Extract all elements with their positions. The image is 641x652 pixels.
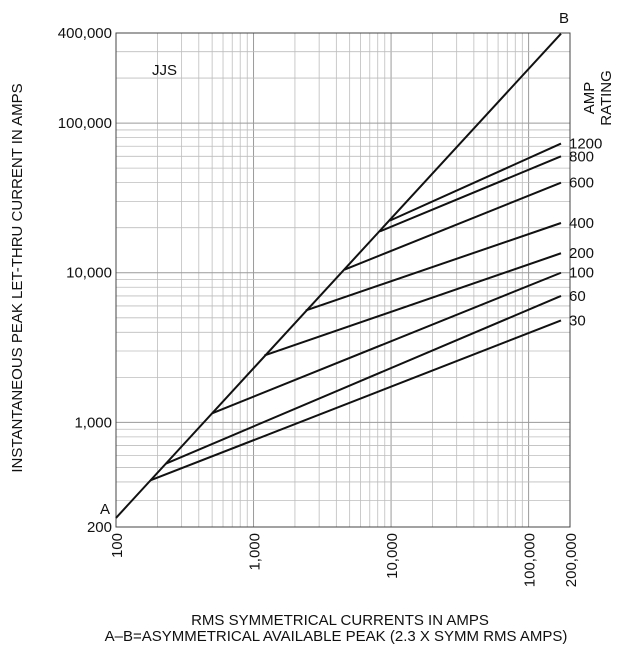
rating-header-rating: RATING <box>598 70 615 126</box>
series-line-200 <box>264 252 562 357</box>
series-line-100 <box>211 271 562 415</box>
grid <box>115 32 571 528</box>
y-tick-label: 100,000 <box>58 115 112 132</box>
x-axis-title: RMS SYMMETRICAL CURRENTS IN AMPS <box>191 612 489 629</box>
series-line-60 <box>165 295 562 465</box>
series-lines <box>115 32 562 519</box>
rating-label-30: 30 <box>569 312 586 329</box>
x-tick-label: 200,000 <box>563 533 580 587</box>
y-tick-label: 1,000 <box>74 414 112 431</box>
y-axis-title: INSTANTANEOUS PEAK LET-THRU CURRENT IN A… <box>9 83 26 472</box>
x-axis-subtitle: A–B=ASYMMETRICAL AVAILABLE PEAK (2.3 X S… <box>105 628 568 645</box>
rating-header-amp: AMP <box>581 82 598 115</box>
rating-label-600: 600 <box>569 175 594 192</box>
x-tick-label: 10,000 <box>384 533 401 579</box>
point-a-label: A <box>100 501 110 518</box>
rating-label-1200: 1200 <box>569 136 602 153</box>
series-line-800 <box>379 155 562 233</box>
rating-label-800: 800 <box>569 148 594 165</box>
y-tick-label: 400,000 <box>58 25 112 42</box>
series-line-1200 <box>389 142 562 222</box>
series-line-30 <box>150 319 562 482</box>
rating-label-400: 400 <box>569 215 594 232</box>
series-line-600 <box>344 181 562 271</box>
rating-label-60: 60 <box>569 288 586 305</box>
rating-label-200: 200 <box>569 245 594 262</box>
y-tick-label: 10,000 <box>66 265 112 282</box>
x-tick-label: 1,000 <box>247 533 264 571</box>
watermark-label: JJS <box>152 62 177 79</box>
y-tick-labels: 200 1,000 10,000 100,000 400,000 <box>58 25 112 536</box>
x-tick-labels: 100 1,000 10,000 100,000 200,000 <box>109 533 580 587</box>
y-tick-label: 200 <box>87 519 112 536</box>
plot-frame <box>115 32 571 528</box>
x-tick-label: 100,000 <box>522 533 539 587</box>
rating-label-100: 100 <box>569 265 594 282</box>
point-b-label: B <box>559 10 569 27</box>
x-tick-label: 100 <box>109 533 126 558</box>
series-line-400 <box>305 222 562 312</box>
asymmetrical-peak-line <box>115 32 562 519</box>
